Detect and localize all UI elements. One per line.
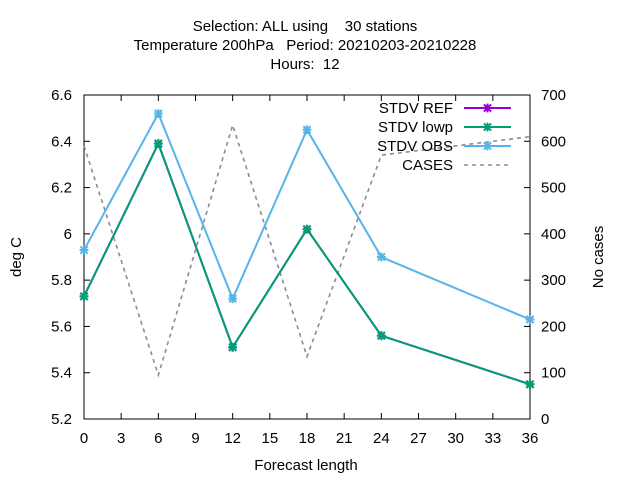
x-tick-label: 21 [336,430,353,447]
y2-tick-label: 300 [541,272,566,289]
data-point-stdv-lowp [228,342,238,352]
legend-label-cases: CASES [402,157,453,174]
x-tick-label: 24 [373,430,390,447]
legend-label-stdv-obs: STDV OBS [377,138,453,155]
y2-axis-label: No cases [590,226,607,289]
x-tick-label: 9 [191,430,199,447]
y2-tick-label: 0 [541,411,549,428]
chart-title-line-2: Temperature 200hPa Period: 20210203-2021… [133,37,477,54]
legend-label-stdv-ref: STDV REF [379,100,453,117]
x-tick-label: 0 [80,430,88,447]
data-point-stdv-lowp [302,224,312,234]
y2-tick-label: 500 [541,180,566,197]
legend-marker-stdv-ref [483,103,492,113]
data-point-stdv-lowp [153,139,163,148]
y-tick-label: 6.2 [51,180,72,197]
y2-tick-label: 700 [541,87,566,104]
y-tick-label: 5.6 [51,318,72,335]
x-axis-label: Forecast length [254,457,357,474]
y-tick-label: 6.4 [51,133,72,150]
y2-tick-label: 200 [541,318,566,335]
legend-marker-stdv-obs [483,141,492,151]
x-tick-label: 6 [154,430,162,447]
y-axis-label: deg C [8,237,25,277]
x-tick-label: 30 [447,430,464,447]
chart-title-line-3: Hours: 12 [270,56,340,73]
plot-frame [83,94,531,420]
y-tick-label: 5.4 [51,365,72,382]
y-tick-label: 5.2 [51,411,72,428]
series-line-cases [83,122,531,378]
legend-marker-stdv-lowp [483,122,492,132]
y2-tick-label: 600 [541,133,566,150]
y2-tick-label: 400 [541,226,566,243]
y2-tick-label: 100 [541,365,566,382]
series-line-stdv-obs [83,111,531,321]
data-point-stdv-lowp [376,331,386,341]
series-line-stdv-lowp [83,141,531,386]
x-tick-label: 12 [224,430,241,447]
x-tick-label: 15 [261,430,278,447]
data-point-stdv-obs [302,125,312,135]
data-point-stdv-lowp [79,291,89,301]
y-tick-label: 5.8 [51,272,72,289]
data-point-stdv-obs [228,294,238,304]
x-tick-label: 33 [484,430,501,447]
series-line-stdv-ref [83,141,531,386]
x-tick-label: 3 [117,430,125,447]
data-point-stdv-obs [153,109,163,118]
y-tick-label: 6 [64,226,72,243]
y-tick-label: 6.6 [51,87,72,104]
legend-label-stdv-lowp: STDV lowp [378,119,453,136]
x-tick-label: 27 [410,430,427,447]
data-point-stdv-lowp [525,379,535,389]
data-point-stdv-obs [79,245,89,255]
x-tick-label: 36 [522,430,539,447]
x-tick-label: 18 [299,430,316,447]
data-point-stdv-obs [525,315,535,324]
chart-title-line-1: Selection: ALL using 30 stations [192,18,418,35]
data-point-stdv-obs [376,252,386,262]
